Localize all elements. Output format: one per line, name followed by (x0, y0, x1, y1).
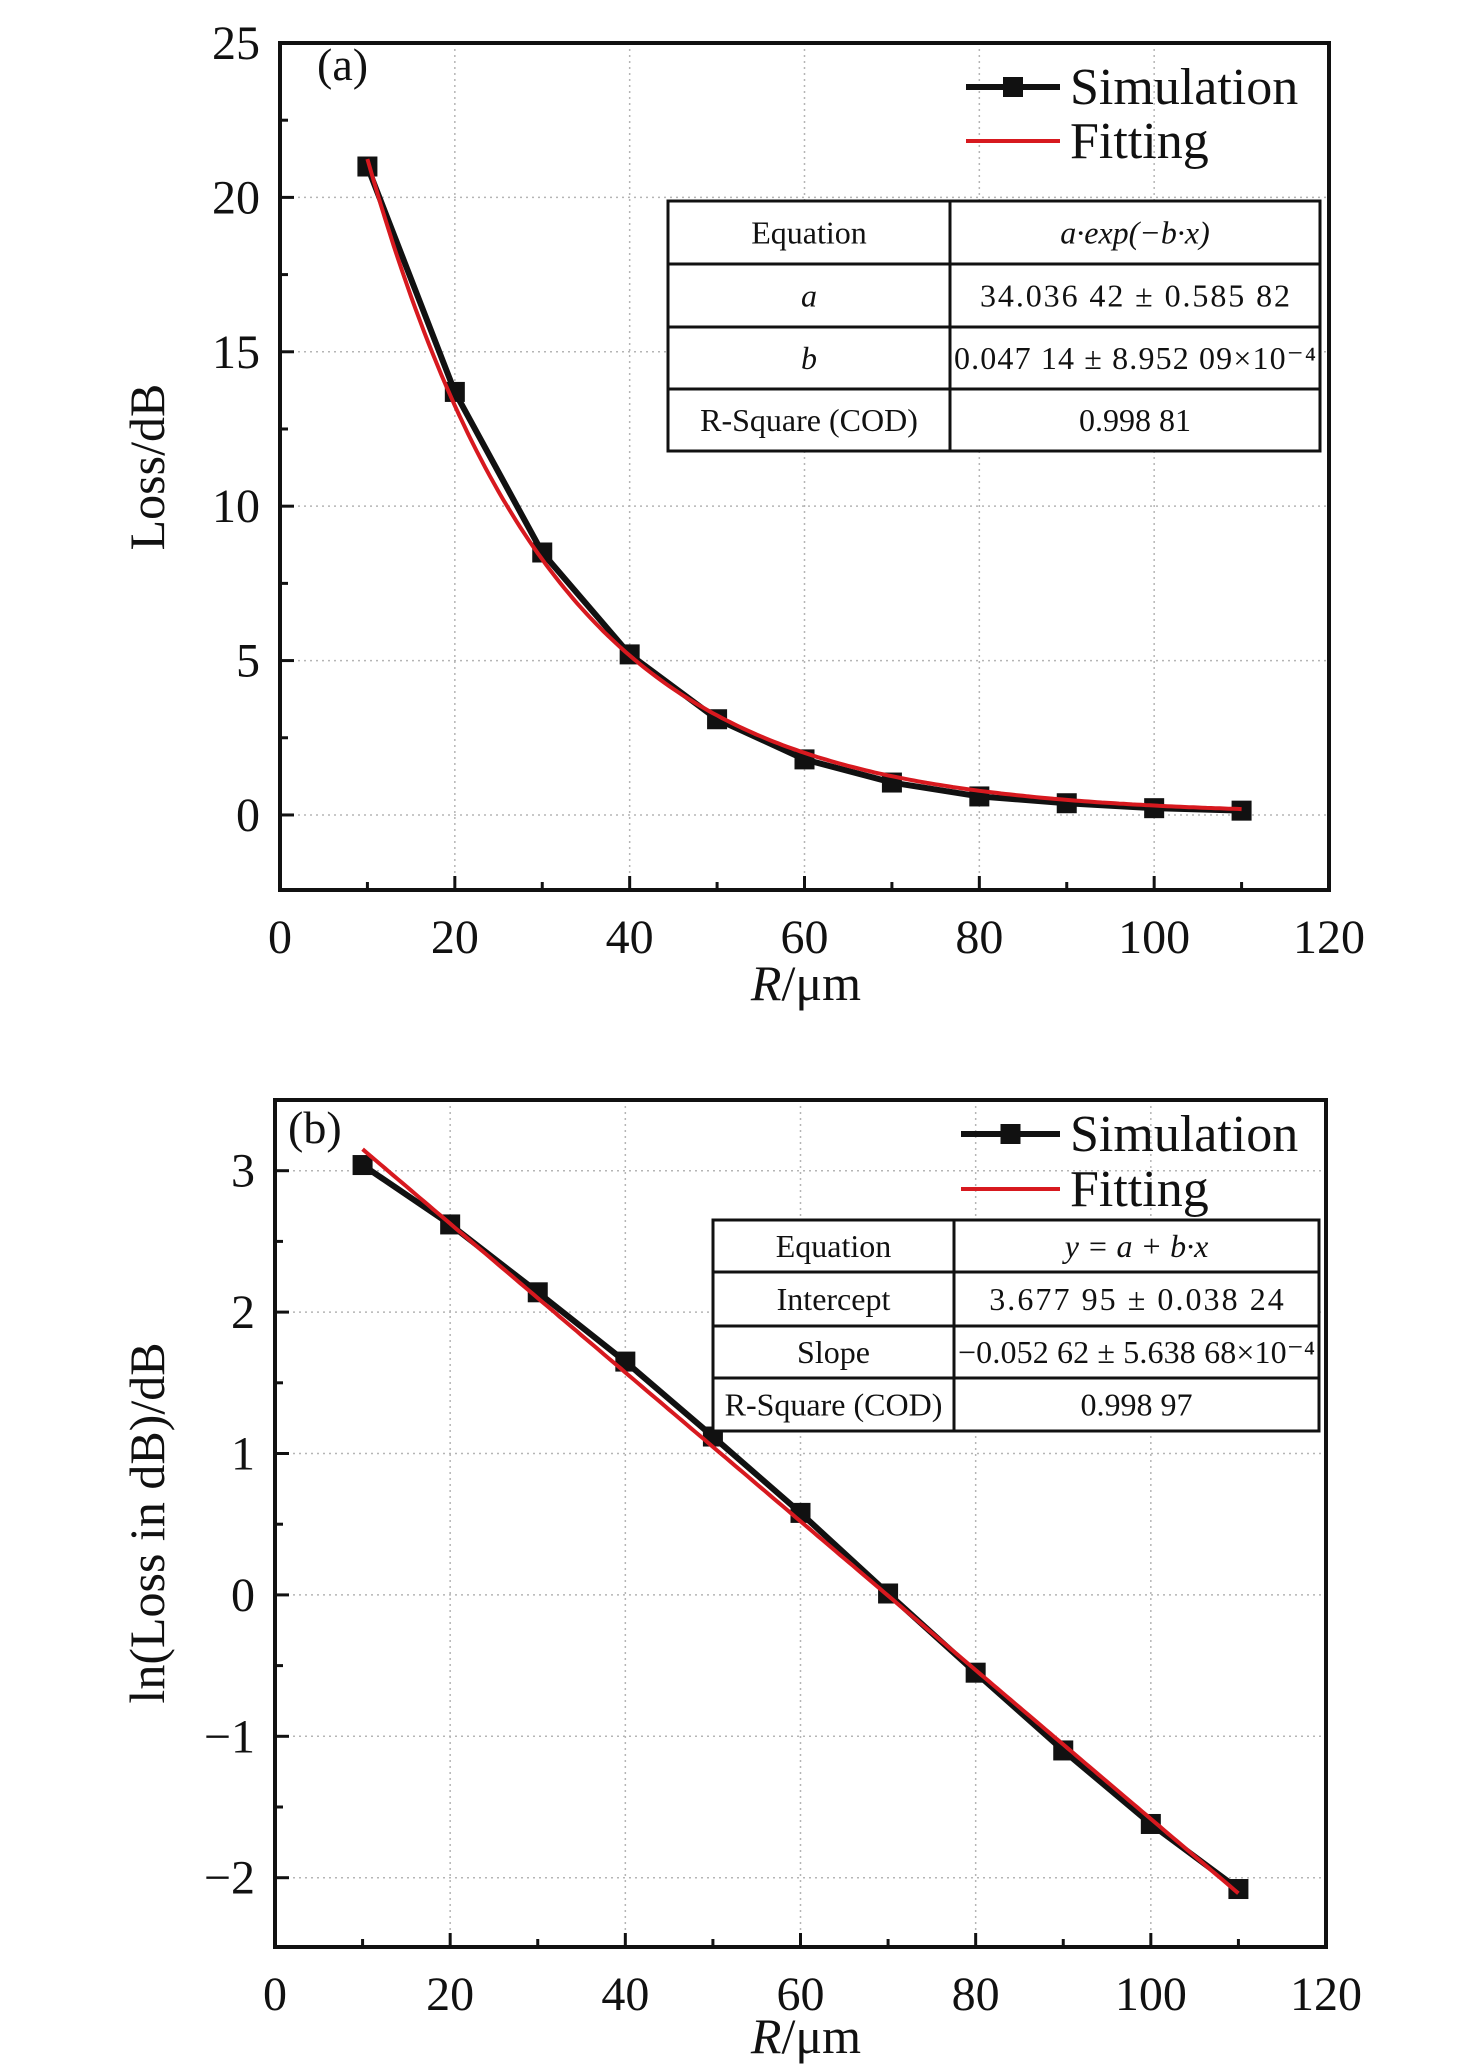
table-row-label: Slope (797, 1334, 870, 1370)
table-row-value: 0.998 81 (1079, 402, 1191, 438)
x-tick-label: 100 (1118, 911, 1190, 964)
table-row-value: 3.677 95 ± 0.038 24 (989, 1281, 1284, 1317)
simulation-marker (1144, 798, 1165, 819)
x-tick-label: 20 (426, 1968, 474, 2021)
x-axis-title-unit: /μm (781, 955, 861, 1011)
x-tick-label: 0 (268, 911, 292, 964)
x-axis-title: R/μm (750, 2008, 861, 2064)
x-tick-label: 80 (955, 911, 1003, 964)
y-tick-label: 15 (212, 326, 260, 379)
x-tick-label: 40 (601, 1968, 649, 2021)
table-row-label: Intercept (777, 1281, 891, 1317)
y-tick-label: 20 (212, 171, 260, 224)
y-tick-label: 25 (212, 17, 260, 70)
legend-simulation-marker (1000, 1124, 1021, 1144)
simulation-marker (1228, 1879, 1249, 1900)
y-tick-label: −2 (204, 1852, 255, 1905)
x-tick-label: 80 (952, 1968, 1000, 2021)
simulation-marker (1053, 1740, 1074, 1761)
x-tick-label: 20 (431, 911, 479, 964)
table-row-label: R-Square (COD) (700, 402, 918, 438)
simulation-marker (527, 1282, 548, 1303)
y-axis-title: Loss/dB (119, 384, 175, 551)
simulation-marker (532, 542, 553, 563)
x-tick-label: 120 (1290, 1968, 1362, 2021)
x-axis-title-symbol: R (750, 2008, 782, 2064)
y-tick-label: 5 (236, 635, 260, 688)
table-row-value: 0.998 97 (1081, 1387, 1193, 1423)
table-row-value: 0.047 14 ± 8.952 09×10⁻⁴ (954, 340, 1316, 376)
chart-panel-b: 0 20 40 60 80 100 120 −2 −1 0 1 2 3 ln(Loss in dB)/dB… (119, 1098, 1362, 2064)
x-axis-title-unit: /μm (781, 2008, 861, 2064)
y-tick-label: 0 (236, 789, 260, 842)
panel-label: (a) (317, 39, 368, 90)
y-tick-label: −1 (204, 1710, 255, 1763)
x-tick-label: 60 (777, 1968, 825, 2021)
chart-panel-a: 0 20 40 60 80 100 120 0 5 10 15 20 25 Loss/dB R/μm (a) S… (119, 17, 1365, 1011)
y-tick-label: 0 (231, 1569, 255, 1622)
table-row-value: −0.052 62 ± 5.638 68×10⁻⁴ (958, 1334, 1315, 1370)
table-row-label: R-Square (COD) (725, 1387, 943, 1423)
y-tick-label: 10 (212, 480, 260, 533)
x-tick-label: 100 (1115, 1968, 1187, 2021)
simulation-marker (1140, 1813, 1161, 1834)
x-tick-label: 60 (781, 911, 829, 964)
fitting-curve (365, 158, 1242, 812)
legend-fitting-label: Fitting (1070, 1161, 1209, 1218)
fit-results-table: Equation a·exp(−b·x) a 34.036 42 ± 0.585 82… (666, 199, 1322, 453)
simulation-marker (1231, 800, 1252, 821)
table-row-value: 34.036 42 ± 0.585 82 (980, 278, 1290, 314)
y-tick-label: 2 (231, 1286, 255, 1339)
table-row-value: y = a + b·x (1062, 1228, 1209, 1264)
panel-label: (b) (288, 1102, 342, 1153)
legend-simulation-label: Simulation (1070, 1106, 1298, 1163)
table-row-label: a (801, 278, 817, 314)
y-tick-label: 3 (231, 1145, 255, 1198)
simulation-marker (352, 1155, 373, 1176)
table-row-label: Equation (751, 215, 867, 251)
legend-fitting-label: Fitting (1070, 113, 1209, 170)
legend-simulation-label: Simulation (1070, 59, 1298, 116)
fit-results-table: Equation y = a + b·x Intercept 3.677 95 ± 0… (711, 1218, 1321, 1433)
simulation-marker (1056, 793, 1077, 814)
legend-simulation-marker (1003, 77, 1023, 97)
x-tick-label: 120 (1293, 911, 1365, 964)
x-tick-label: 40 (606, 911, 654, 964)
table-row-value: a·exp(−b·x) (1060, 215, 1210, 251)
y-tick-label: 1 (231, 1428, 255, 1481)
table-row-label: b (801, 340, 817, 376)
table-row-label: Equation (776, 1228, 892, 1264)
y-axis-title: ln(Loss in dB)/dB (119, 1342, 175, 1703)
x-axis-title: R/μm (750, 955, 861, 1011)
x-tick-label: 0 (263, 1968, 287, 2021)
fitting-curve (361, 1147, 1240, 1895)
x-axis-title-symbol: R (750, 955, 782, 1011)
